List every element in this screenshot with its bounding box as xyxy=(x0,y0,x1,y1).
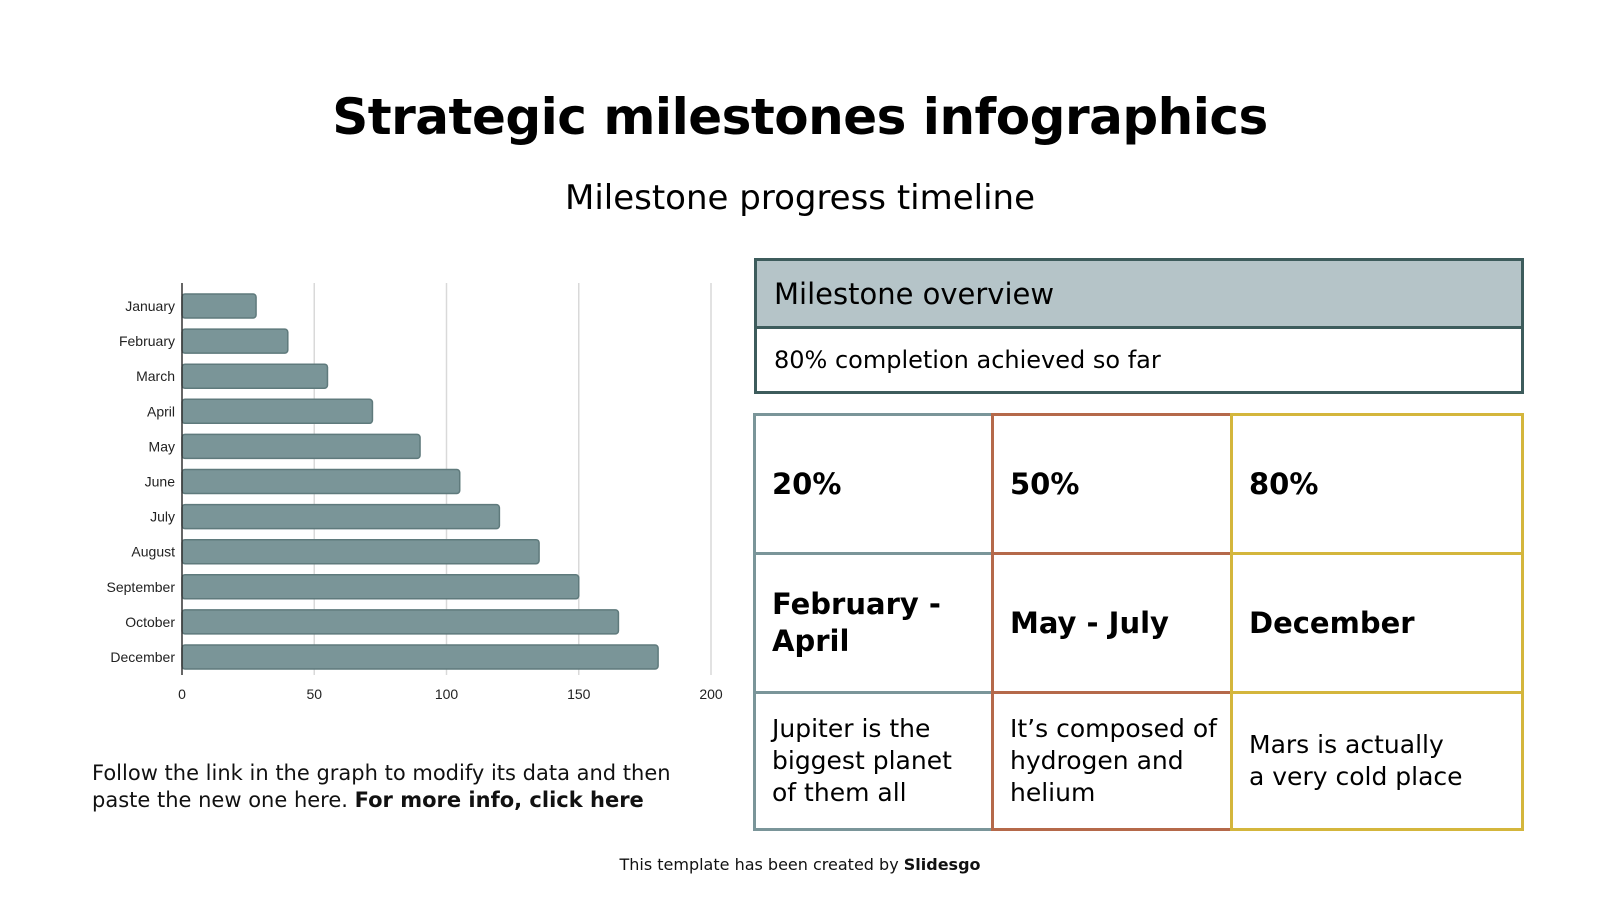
bar-march xyxy=(181,363,329,389)
bar-june xyxy=(181,468,461,495)
bar-january xyxy=(181,293,257,319)
overview-heading: Milestone overview xyxy=(757,261,1521,329)
page-subtitle: Milestone progress timeline xyxy=(564,178,1036,218)
footer-credit: This template has been created by Slides… xyxy=(0,855,1600,874)
bar-chart-canvas: 0 50 100 150 200 January February March April May… xyxy=(107,283,723,702)
overview-summary: 80% completion achieved so far xyxy=(774,346,1161,374)
svg-text:March: March xyxy=(136,368,175,384)
bar-december xyxy=(181,644,659,670)
description-line: It’s composed of xyxy=(1010,714,1217,743)
bar-may xyxy=(181,433,421,460)
svg-text:October: October xyxy=(125,614,175,630)
milestone-percent: 20% xyxy=(753,413,994,555)
bar-october xyxy=(181,609,620,635)
milestone-description: Jupiter is the biggest planet of them al… xyxy=(753,691,994,831)
svg-text:100: 100 xyxy=(435,686,459,702)
svg-text:April: April xyxy=(147,403,175,419)
slidesgo-link[interactable]: Slidesgo xyxy=(903,855,981,874)
note-line-1: Follow the link in the graph to modify i… xyxy=(92,761,671,785)
svg-text:September: September xyxy=(107,579,176,595)
svg-text:150: 150 xyxy=(567,686,591,702)
svg-text:May: May xyxy=(149,438,175,454)
svg-text:August: August xyxy=(131,544,175,560)
milestone-percent: 50% xyxy=(991,413,1233,555)
footer-text: This template has been created by xyxy=(619,855,904,874)
milestone-period-line: April xyxy=(772,624,850,658)
milestone-percent: 80% xyxy=(1230,413,1524,555)
svg-text:0: 0 xyxy=(178,686,186,702)
svg-text:February: February xyxy=(119,333,175,349)
description-line: helium xyxy=(1010,778,1096,807)
more-info-link[interactable]: For more info, click here xyxy=(354,788,644,812)
milestone-column-1: 20% February - April Jupiter is the bigg… xyxy=(753,413,994,831)
bar-september xyxy=(181,574,580,600)
bar-july xyxy=(181,503,501,530)
svg-text:December: December xyxy=(110,649,175,665)
description-line: of them all xyxy=(772,778,907,807)
milestone-period-line: February - xyxy=(772,587,941,621)
bar-february xyxy=(181,328,289,354)
description-line: biggest planet xyxy=(772,746,952,775)
chart-note: Follow the link in the graph to modify i… xyxy=(92,760,752,814)
description-line: hydrogen and xyxy=(1010,746,1184,775)
svg-text:July: July xyxy=(150,509,175,525)
svg-text:50: 50 xyxy=(306,686,322,702)
milestone-column-3: 80% December Mars is actually a very col… xyxy=(1230,413,1524,831)
description-line: Jupiter is the xyxy=(772,714,931,743)
bar-april xyxy=(181,398,374,425)
svg-text:June: June xyxy=(145,474,176,490)
milestone-description: Mars is actually a very cold place xyxy=(1230,691,1524,831)
svg-text:200: 200 xyxy=(699,686,723,702)
description-line: Mars is actually xyxy=(1249,730,1444,759)
milestone-description: It’s composed of hydrogen and helium xyxy=(991,691,1233,831)
note-line-2: paste the new one here. For more info, c… xyxy=(92,787,752,814)
description-line: a very cold place xyxy=(1249,762,1463,791)
milestone-grid: 20% February - April Jupiter is the bigg… xyxy=(753,413,1524,831)
milestone-period: December xyxy=(1230,552,1524,694)
milestone-period: February - April xyxy=(753,552,994,694)
page-title: Strategic milestones infographics xyxy=(332,88,1268,146)
milestone-column-2: 50% May - July It’s composed of hydrogen… xyxy=(991,413,1233,831)
bar-chart[interactable]: 0 50 100 150 200 January February March April May… xyxy=(90,270,740,710)
milestone-overview-box: Milestone overview 80% completion achiev… xyxy=(754,258,1524,394)
bar-august xyxy=(181,538,540,565)
note-text: paste the new one here. xyxy=(92,788,355,812)
milestone-period: May - July xyxy=(991,552,1233,694)
svg-text:January: January xyxy=(125,298,175,314)
